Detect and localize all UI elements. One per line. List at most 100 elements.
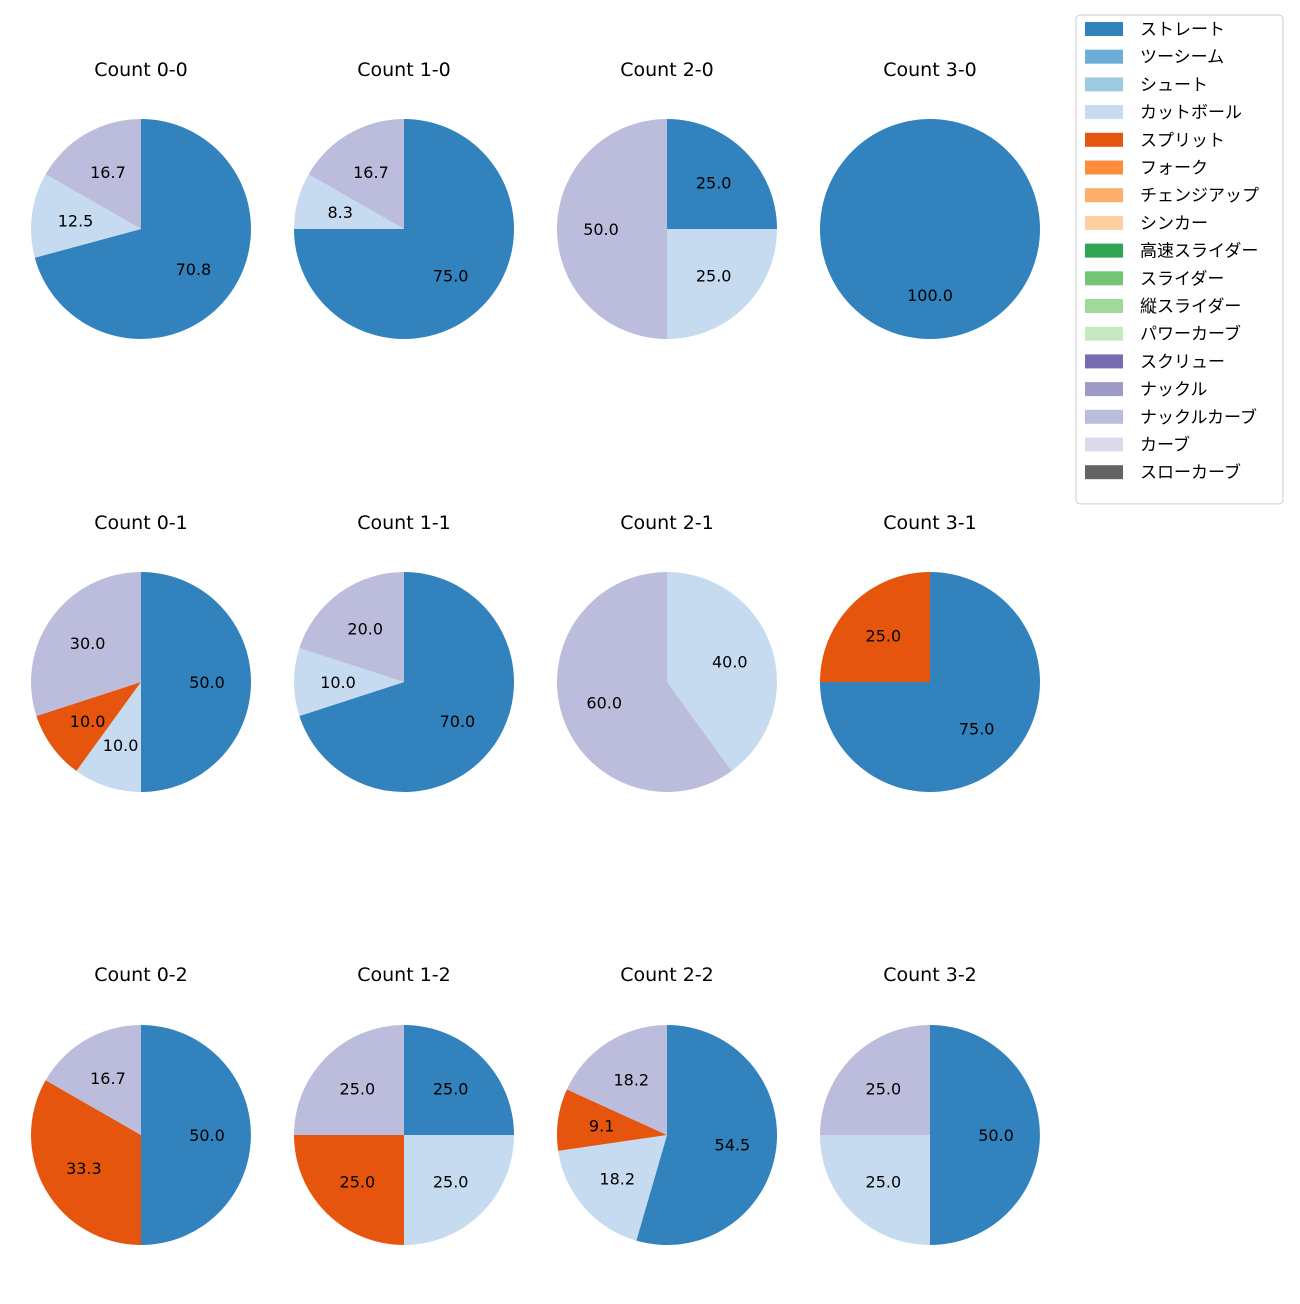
legend-label: パワーカーブ [1140, 324, 1241, 345]
slice-label: 9.1 [589, 1117, 614, 1136]
pie-chart: Count 1-1 70.0 10.0 20.0 [294, 512, 515, 792]
legend-label: シンカー [1140, 214, 1208, 234]
pie-title: Count 0-2 [94, 964, 188, 986]
pie-chart: Count 1-2 25.0 25.0 25.0 25.0 [294, 964, 514, 1245]
legend-label: ストレート [1140, 20, 1225, 40]
legend-swatch [1085, 188, 1123, 203]
slice-label: 16.7 [353, 163, 389, 182]
legend-label: ツーシーム [1140, 48, 1224, 68]
pie-slice [45, 1025, 141, 1135]
pie-slice [34, 119, 251, 339]
legend-label: 縦スライダー [1140, 297, 1241, 317]
pie-title: Count 2-2 [620, 964, 714, 986]
pie-slice [566, 1025, 667, 1135]
pie-title: Count 2-0 [620, 59, 714, 81]
pie-slice [820, 572, 930, 682]
pie-title: Count 3-2 [883, 964, 977, 986]
pie-chart: Count 2-1 40.0 60.0 [556, 512, 777, 792]
pie-title: Count 1-1 [357, 512, 451, 534]
pie-grid: Count 0-0 70.8 12.5 16.7 Count 1-0 75.0 8.3 16.… [30, 59, 1040, 1245]
legend-label: シュート [1140, 75, 1208, 95]
legend-swatch [1085, 299, 1123, 313]
pie-slice [820, 1135, 930, 1245]
legend-label: スローカーブ [1140, 462, 1241, 483]
pie-slice [667, 119, 777, 229]
pie-title: Count 3-0 [883, 59, 977, 81]
pie-slice [636, 1025, 778, 1245]
legend-swatch [1085, 22, 1123, 36]
legend-label: フォーク [1140, 159, 1208, 179]
pie-title: Count 2-1 [620, 512, 714, 534]
slice-label: 50.0 [189, 673, 225, 692]
slice-label: 12.5 [58, 212, 94, 231]
pie-slice [45, 119, 141, 229]
pie-chart: Count 0-1 50.0 10.0 10.0 30.0 [31, 512, 251, 792]
legend-swatch [1085, 243, 1123, 258]
pie-title: Count 0-1 [94, 512, 188, 534]
slice-label: 10.0 [103, 736, 139, 755]
slice-label: 25.0 [340, 1079, 376, 1098]
pie-slice [36, 682, 141, 771]
pie-slice [141, 1025, 251, 1245]
legend: ストレートツーシームシュートカットボールスプリットフォークチェンジアップシンカー… [1075, 14, 1284, 505]
slice-label: 50.0 [189, 1126, 225, 1145]
pie-slice [76, 682, 141, 792]
slice-label: 50.0 [583, 220, 619, 239]
legend-swatch [1085, 354, 1123, 369]
slice-label: 10.0 [320, 673, 356, 692]
slice-label: 18.2 [613, 1071, 649, 1090]
slice-label: 54.5 [715, 1135, 751, 1154]
pie-slice [404, 1025, 514, 1135]
pie-slice [404, 1135, 514, 1245]
legend-frame [1075, 14, 1284, 505]
pie-slice [557, 1089, 667, 1151]
slice-label: 20.0 [347, 620, 383, 639]
pie-slice [294, 648, 404, 716]
slice-label: 60.0 [586, 693, 622, 712]
slice-label: 75.0 [959, 720, 995, 739]
legend-label: スライダー [1140, 269, 1224, 289]
legend-swatch [1085, 409, 1123, 424]
pie-chart: Count 0-2 50.0 33.3 16.7 [31, 964, 251, 1245]
pie-slice [294, 174, 404, 229]
pie-chart: Count 0-0 70.8 12.5 16.7 [30, 59, 251, 339]
pie-slice [556, 572, 732, 792]
slice-label: 8.3 [328, 203, 353, 222]
legend-swatch [1085, 105, 1123, 120]
pie-title: Count 1-2 [357, 964, 451, 986]
pie-chart: Count 2-2 54.5 18.2 9.1 18.2 [557, 964, 778, 1245]
legend-swatch [1085, 382, 1123, 397]
legend-swatch [1085, 326, 1123, 341]
slice-label: 25.0 [340, 1173, 376, 1192]
slice-label: 25.0 [433, 1173, 469, 1192]
legend-swatch [1085, 77, 1123, 92]
slice-label: 25.0 [866, 1173, 902, 1192]
pie-slice [31, 1080, 141, 1245]
pie-slice [667, 229, 777, 339]
pie-title: Count 0-0 [94, 59, 188, 81]
pie-chart: Count 1-0 75.0 8.3 16.7 [294, 59, 514, 339]
legend-swatch [1085, 465, 1123, 480]
legend-label: スクリュー [1140, 352, 1225, 372]
slice-label: 16.7 [90, 163, 126, 182]
slice-label: 25.0 [433, 1079, 469, 1098]
pie-slice [667, 572, 777, 771]
pie-slice [558, 1135, 667, 1241]
legend-label: スプリット [1140, 131, 1225, 151]
slice-label: 18.2 [599, 1169, 635, 1188]
slice-label: 75.0 [433, 267, 469, 286]
slice-label: 25.0 [866, 626, 902, 645]
slice-label: 16.7 [90, 1069, 126, 1088]
legend-swatch [1085, 160, 1123, 175]
legend-label: カットボール [1140, 103, 1242, 123]
slice-label: 25.0 [866, 1079, 902, 1098]
legend-label: カーブ [1140, 435, 1190, 456]
pie-slice [30, 174, 142, 258]
legend-swatch [1085, 132, 1123, 147]
pie-slice [299, 572, 404, 682]
pie-slice [31, 572, 141, 716]
pie-slice [930, 1025, 1040, 1245]
slice-label: 70.8 [176, 260, 212, 279]
pie-title: Count 3-1 [883, 512, 977, 534]
